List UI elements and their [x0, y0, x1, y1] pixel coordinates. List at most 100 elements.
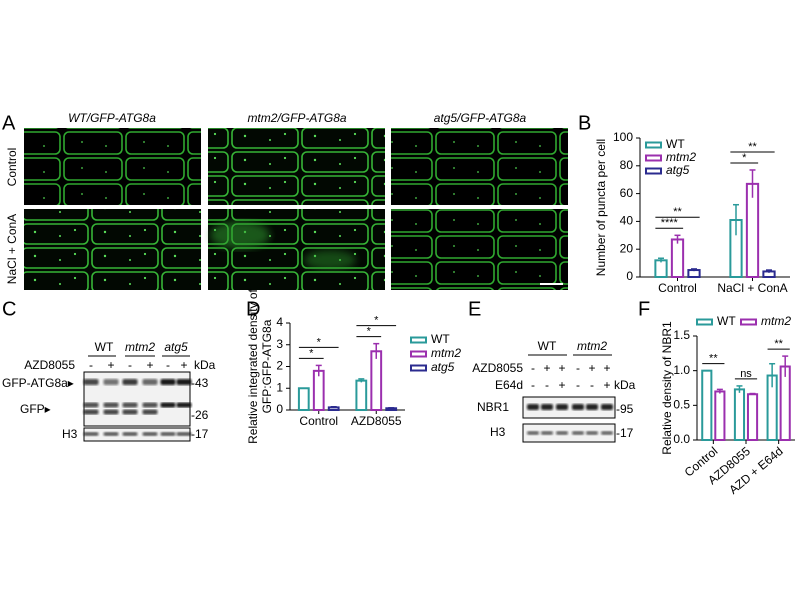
sign: -: [531, 378, 535, 392]
error-bar: [658, 257, 664, 263]
significance-label: *: [367, 326, 372, 338]
band-label: GFP▸: [20, 402, 51, 416]
error-bar: [749, 169, 756, 198]
panel-letter: B: [578, 112, 591, 134]
marker-label: -17: [191, 427, 209, 441]
x-tick-label: Control: [299, 414, 338, 428]
y-tick-label: 100: [613, 130, 633, 144]
significance-label: **: [709, 353, 718, 365]
band: [556, 404, 568, 410]
bar: [297, 387, 310, 411]
significance-label: **: [673, 206, 682, 218]
panel-letter: C: [2, 298, 16, 320]
y-tick-label: 80: [620, 158, 634, 172]
band: [83, 379, 99, 385]
sign: +: [603, 361, 610, 375]
blot: [522, 423, 616, 443]
error-bar: [388, 407, 395, 409]
group-label: WT: [95, 340, 114, 354]
y-axis-label: Relative integrated density of: [246, 288, 260, 443]
marker-label: -95: [616, 402, 634, 416]
error-bar: [769, 362, 776, 388]
legend-label: mtm2: [431, 346, 461, 360]
error-bar: [674, 234, 681, 244]
legend-label: WT: [717, 314, 736, 328]
band: [160, 432, 176, 436]
sign: +: [543, 361, 550, 375]
row-label: NaCl + ConA: [5, 214, 19, 284]
band: [103, 409, 119, 415]
bar: [670, 238, 685, 278]
band: [586, 431, 598, 435]
band-label: GFP-ATG8a▸: [2, 376, 74, 390]
significance-label: *: [742, 152, 747, 164]
column-title: WT/GFP-ATG8a: [68, 111, 156, 125]
group-label: WT: [538, 339, 557, 353]
sign: +: [588, 361, 595, 375]
error-bar: [691, 268, 697, 272]
y-tick-label: 3: [276, 337, 283, 351]
legend-swatch: [740, 318, 757, 326]
band: [556, 431, 568, 435]
sign: -: [166, 358, 170, 372]
sign: -: [89, 358, 93, 372]
sign: +: [558, 378, 565, 392]
micrographs: [24, 128, 568, 290]
bar: [745, 182, 760, 278]
band: [83, 402, 99, 408]
band-label: H3: [490, 425, 506, 439]
sign: +: [107, 358, 114, 372]
significance-label: *: [309, 347, 314, 359]
legend-label: mtm2: [761, 314, 791, 328]
legend-swatch: [410, 336, 427, 344]
y-tick-label: 1: [276, 380, 283, 394]
panel-letter: E: [468, 298, 481, 320]
band: [527, 431, 539, 435]
legend-label: mtm2: [666, 150, 696, 164]
band: [103, 432, 119, 436]
significance-label: ****: [661, 217, 679, 229]
micrograph: [24, 128, 201, 205]
y-tick-label: 1.0: [673, 363, 690, 377]
y-axis-label: Number of puncta per cell: [594, 139, 608, 276]
bar: [370, 350, 383, 411]
band: [142, 409, 158, 415]
bar: [355, 379, 368, 412]
sign: +: [603, 378, 610, 392]
micrograph: [208, 128, 385, 205]
band: [527, 404, 539, 410]
row-label: Control: [5, 148, 19, 187]
bar: [654, 259, 668, 279]
error-bar: [766, 269, 772, 273]
sign: -: [576, 361, 580, 375]
band: [572, 404, 584, 410]
error-bar: [358, 378, 365, 383]
unit-label: kDa: [614, 378, 636, 392]
sign: -: [590, 378, 594, 392]
treatment-label: AZD8055: [472, 361, 523, 375]
error-bar: [330, 405, 337, 409]
band: [83, 432, 99, 436]
legend-label: WT: [431, 332, 450, 346]
x-tick-label: NaCl + ConA: [717, 281, 787, 295]
significance-label: *: [374, 315, 379, 327]
band-label: H3: [62, 427, 78, 441]
y-axis-label: GFP:GFP-ATG8a: [260, 319, 274, 413]
bar-chart: 0 20 40 60 80 100 Number of puncta per cell Con…: [594, 130, 790, 295]
y-axis-label: Relative density of NBR1: [660, 321, 674, 455]
panel-letter: F: [638, 298, 650, 320]
x-tick-label: AZD8055: [351, 414, 402, 428]
marker-label: -26: [191, 408, 209, 422]
bar: [312, 369, 325, 412]
band: [541, 404, 553, 410]
legend-swatch: [410, 350, 427, 358]
legend-label: atg5: [666, 163, 690, 177]
y-tick-label: 0.0: [673, 432, 690, 446]
marker-label: -43: [191, 376, 209, 390]
sign: -: [545, 378, 549, 392]
band: [586, 404, 598, 410]
